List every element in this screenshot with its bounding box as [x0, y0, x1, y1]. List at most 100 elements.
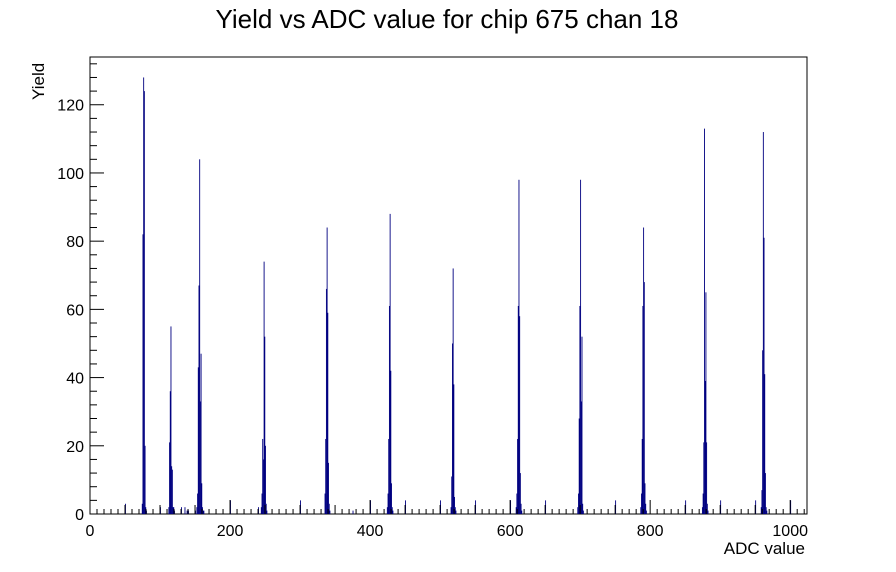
histogram-bar: [262, 438, 264, 514]
histogram-bar: [519, 473, 521, 514]
histogram-bar: [199, 159, 201, 514]
histogram-bar: [328, 503, 330, 514]
histogram-bar: [171, 469, 173, 514]
histogram-bar: [582, 503, 584, 514]
histogram-bar: [580, 401, 582, 514]
histogram-bar: [388, 305, 390, 514]
histogram-bar: [142, 234, 144, 514]
histogram-bar: [168, 507, 170, 514]
histogram-bar: [764, 473, 766, 514]
histogram-bar: [387, 493, 389, 514]
histogram-bar: [197, 367, 199, 514]
y-tick-label: 100: [57, 166, 84, 183]
y-tick-label: 120: [57, 98, 84, 115]
histogram-bar: [704, 380, 706, 514]
histogram-bar: [582, 510, 584, 514]
histogram-bar: [144, 445, 146, 514]
histogram-bar: [389, 213, 391, 514]
y-axis-label: Yield: [29, 63, 48, 100]
histogram-bar: [141, 503, 143, 514]
histogram-bar: [518, 179, 520, 514]
histogram-bar: [704, 128, 705, 514]
histogram-bar: [450, 507, 452, 514]
y-tick-label: 60: [66, 302, 84, 319]
histogram-bar: [266, 510, 268, 514]
histogram-bar: [705, 292, 707, 514]
histogram-bar: [761, 490, 763, 514]
histogram-bar: [324, 493, 326, 514]
x-tick-label: 200: [217, 523, 244, 540]
histogram-bar: [519, 316, 521, 514]
histogram-bar: [641, 493, 642, 514]
histogram-bar: [263, 261, 265, 514]
histogram-bar: [520, 503, 522, 514]
histogram-bar: [261, 493, 263, 514]
histogram-bar: [186, 510, 188, 514]
x-tick-label: 400: [357, 523, 384, 540]
histogram-bar: [706, 442, 708, 514]
histogram-bar: [641, 438, 643, 514]
histogram-bar: [264, 336, 266, 514]
histogram-bar: [143, 91, 145, 514]
histogram-bar: [390, 370, 392, 514]
histogram-bar: [325, 438, 327, 514]
histogram-bar: [197, 493, 199, 514]
x-tick-label: 800: [637, 523, 664, 540]
histogram-bar: [643, 282, 645, 514]
histogram-bar: [196, 507, 198, 514]
histogram-bar: [260, 507, 262, 514]
histogram-bar: [578, 418, 580, 514]
histogram-bar: [764, 374, 766, 514]
histogram-bar: [516, 493, 518, 514]
histogram-bar: [169, 391, 171, 514]
histogram-bar: [454, 507, 456, 514]
x-axis-label: ADC value: [724, 539, 805, 558]
histogram-bar: [455, 510, 457, 514]
histogram-bar: [643, 227, 645, 514]
x-tick-label: 1000: [772, 523, 808, 540]
chart-title: Yield vs ADC value for chip 675 chan 18: [216, 4, 679, 34]
histogram-bar: [645, 510, 647, 514]
histogram-bar: [386, 507, 388, 514]
histogram-bar: [170, 326, 172, 514]
x-axis: 0 200 400 600 800 1000: [86, 500, 808, 540]
y-tick-label: 20: [66, 439, 84, 456]
histogram-bar: [326, 227, 328, 514]
histogram-bar: [703, 442, 705, 514]
histogram-bar: [325, 288, 327, 514]
histogram-bar: [452, 343, 453, 514]
histogram-bar: [392, 510, 394, 514]
histogram-bar: [640, 507, 642, 514]
y-tick-label: 80: [66, 234, 84, 251]
histogram-bars: [125, 77, 792, 515]
x-tick-label: 600: [497, 523, 524, 540]
histogram-bar: [581, 336, 583, 514]
histogram-bar: [265, 445, 266, 514]
histogram-bar: [388, 438, 390, 514]
histogram-bar: [515, 507, 517, 514]
histogram-bar: [701, 507, 703, 514]
histogram-bar: [521, 510, 523, 514]
histogram-bar: [265, 503, 267, 514]
histogram-bar: [201, 483, 203, 514]
histogram-bar: [451, 476, 453, 514]
histogram-bar: [143, 77, 145, 515]
histogram-bar: [184, 507, 186, 514]
x-tick-label: 0: [86, 523, 95, 540]
histogram-bar: [763, 237, 765, 514]
y-tick-label: 40: [66, 371, 84, 388]
histogram-bar: [706, 503, 708, 514]
histogram-bar: [329, 510, 331, 514]
histogram-bar: [707, 510, 709, 514]
histogram-bar: [262, 459, 264, 514]
histogram-bar: [760, 507, 762, 514]
histogram-bar: [172, 507, 174, 514]
histogram-bar: [171, 466, 173, 514]
histogram-bar: [645, 503, 647, 514]
histogram-bar: [642, 305, 644, 514]
histogram-bar: [644, 483, 646, 514]
plot-frame: [89, 56, 808, 515]
histogram-bar: [454, 496, 455, 514]
histogram-bar: [327, 312, 329, 514]
